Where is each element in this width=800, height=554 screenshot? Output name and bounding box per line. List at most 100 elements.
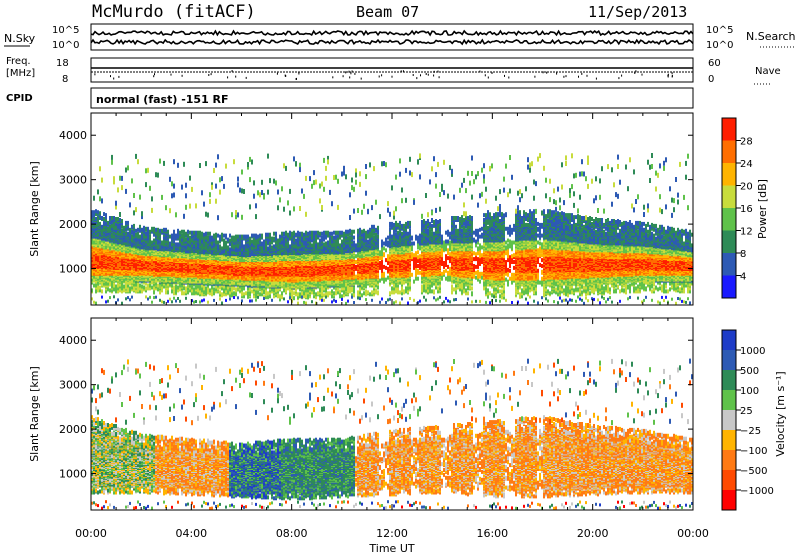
power-cell	[183, 291, 185, 296]
power-cell	[249, 204, 251, 210]
power-cell	[113, 282, 115, 287]
freq-sample	[438, 76, 440, 79]
power-cell	[171, 300, 173, 304]
freq-sample	[402, 70, 404, 73]
power-cell	[113, 216, 115, 220]
power-cell	[139, 283, 141, 288]
power-cell	[201, 291, 203, 296]
power-cell	[157, 238, 159, 243]
power-cell	[253, 180, 255, 186]
power-cell	[113, 179, 115, 185]
power-cell	[117, 289, 119, 294]
power-cell	[251, 233, 253, 238]
power-cell	[191, 285, 193, 290]
power-cell	[191, 291, 193, 296]
power-cell	[171, 242, 173, 247]
power-cell	[185, 237, 187, 242]
freq-label: Freq.	[6, 56, 31, 67]
power-cell	[233, 291, 235, 296]
nsky-line	[90, 29, 694, 37]
power-cell	[199, 238, 201, 243]
power-cell	[145, 234, 147, 239]
power-cell	[195, 203, 197, 209]
power-cell	[241, 214, 243, 220]
power-cell	[101, 224, 103, 229]
power-cell	[151, 240, 153, 245]
power-cell	[201, 190, 203, 196]
power-cell	[205, 211, 207, 217]
power-cell	[203, 232, 205, 237]
power-cell	[145, 295, 147, 299]
power-cell	[251, 289, 253, 294]
nsky-tick-top: 10^5	[52, 25, 79, 36]
power-cell	[113, 176, 115, 182]
freq-sample	[635, 70, 637, 73]
power-cell	[155, 227, 157, 232]
power-cell	[189, 235, 191, 240]
power-cell	[191, 288, 193, 293]
power-cell	[211, 244, 213, 249]
power-cell	[217, 240, 219, 245]
power-cell	[95, 217, 97, 221]
power-cell	[163, 160, 165, 166]
power-cell	[151, 285, 153, 290]
freq-sample	[153, 75, 155, 78]
power-cell	[141, 214, 143, 220]
power-cell	[187, 236, 189, 241]
power-cell	[97, 285, 99, 290]
date-title: 11/Sep/2013	[588, 3, 687, 21]
power-cell	[121, 289, 123, 294]
power-cell	[219, 177, 221, 183]
power-cell	[235, 210, 237, 215]
power-cell	[235, 287, 237, 292]
power-cell	[149, 234, 151, 239]
power-cell	[209, 291, 211, 296]
power-cell	[171, 233, 173, 238]
power-cell	[191, 186, 193, 192]
power-cell	[223, 183, 225, 189]
freq-sample	[391, 75, 393, 78]
power-cell	[133, 282, 135, 287]
power-cell	[121, 231, 123, 236]
power-cell	[111, 226, 113, 231]
power-cell	[117, 224, 119, 229]
power-cell	[133, 193, 135, 198]
power-cell	[93, 210, 95, 215]
power-cell	[213, 168, 215, 173]
power-cell	[199, 163, 201, 168]
power-cell	[131, 178, 133, 184]
power-cell	[221, 232, 223, 237]
power-cell	[137, 159, 139, 165]
freq-sample	[94, 73, 96, 76]
power-cell	[243, 244, 245, 249]
power-cell	[175, 233, 177, 238]
freq-sample	[332, 76, 334, 79]
power-cell	[111, 281, 113, 286]
power-cell	[211, 285, 213, 290]
power-cell	[127, 296, 129, 300]
power-cell	[181, 240, 183, 245]
freq-sample	[354, 72, 356, 75]
freq-sample	[208, 74, 210, 76]
power-cell	[127, 231, 129, 236]
freq-sample	[348, 70, 350, 73]
freq-sample	[298, 72, 300, 75]
power-cell	[209, 288, 211, 293]
power-cell	[137, 281, 139, 286]
power-cell	[207, 290, 209, 295]
power-cell	[113, 225, 115, 230]
power-cell	[213, 287, 215, 292]
power-cell	[119, 218, 121, 222]
power-cell	[185, 286, 187, 291]
power-cell	[95, 212, 97, 217]
power-cell	[207, 235, 209, 240]
power-cell	[209, 198, 211, 204]
power-cell	[215, 239, 217, 244]
power-cell	[135, 288, 137, 293]
power-cell	[131, 229, 133, 234]
power-cell	[209, 192, 211, 198]
power-cell	[163, 300, 165, 304]
power-cell	[135, 207, 137, 213]
power-cell	[161, 194, 163, 200]
freq-trace	[91, 67, 693, 80]
